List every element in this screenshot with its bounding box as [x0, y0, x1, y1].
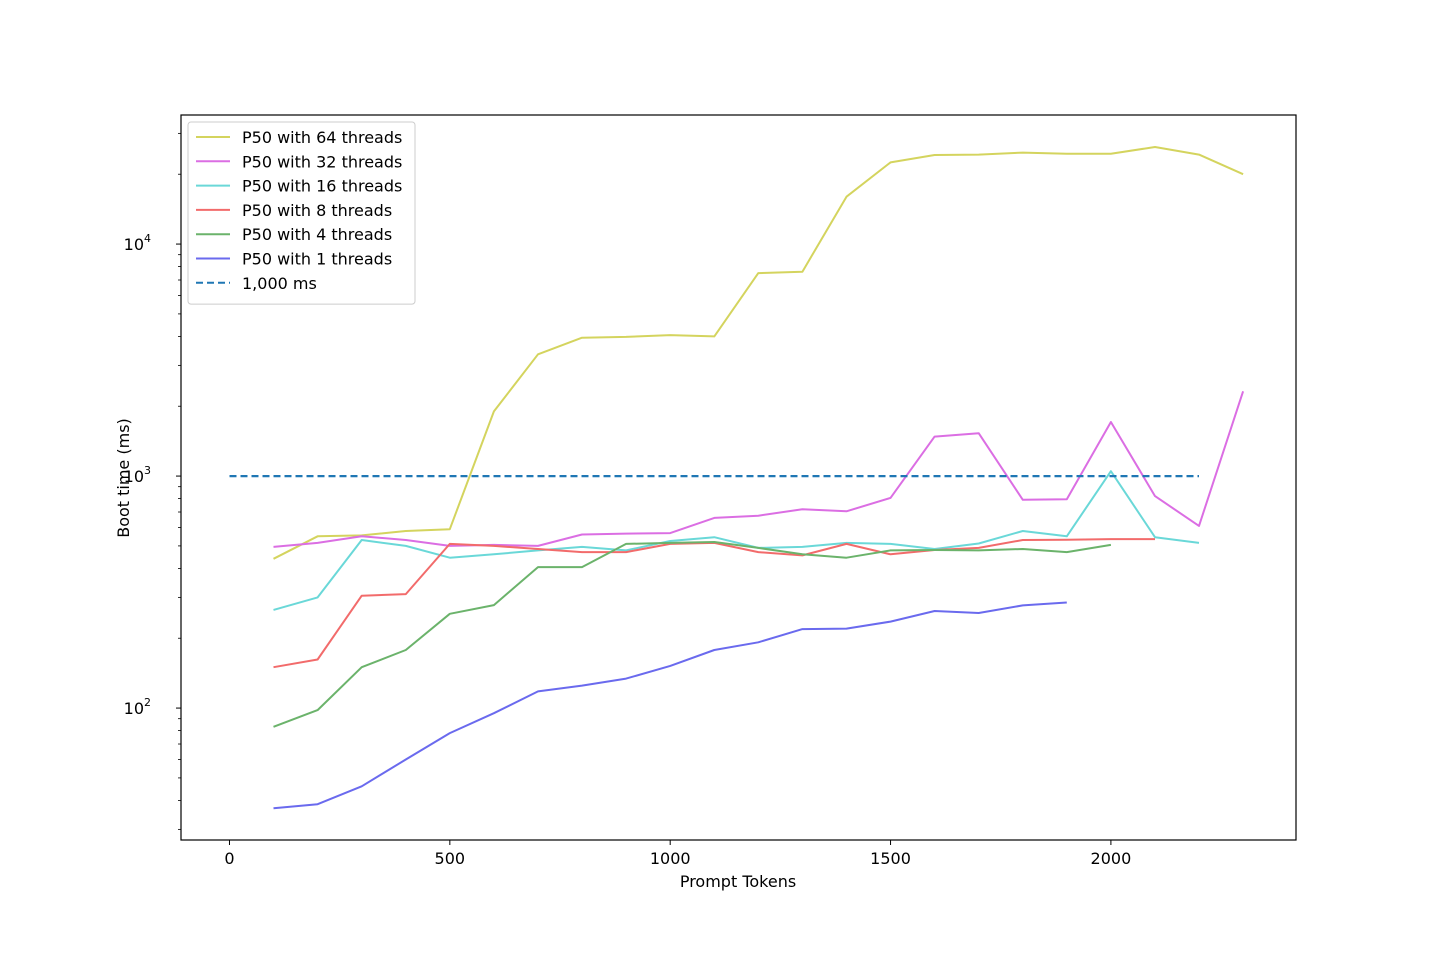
x-axis-label: Prompt Tokens	[680, 872, 796, 891]
x-axis: 0 500 1000 1500 2000	[224, 840, 1131, 868]
y-tick-base: 10	[124, 699, 144, 718]
legend-box	[187, 121, 416, 305]
legend-label: P50 with 4 threads	[242, 225, 392, 244]
y-tick-label: 103	[124, 464, 151, 486]
legend-label: P50 with 32 threads	[242, 152, 402, 171]
legend-label: P50 with 64 threads	[242, 128, 402, 147]
series-line-p50-with-64-threads	[273, 146, 1244, 560]
legend-label: P50 with 8 threads	[242, 201, 392, 220]
legend-label: P50 with 16 threads	[242, 177, 402, 196]
y-axis-label: Boot time (ms)	[114, 418, 133, 538]
series-line-p50-with-4-threads	[273, 541, 1112, 728]
series-line-p50-with-16-threads	[273, 470, 1200, 611]
x-tick-label: 1500	[870, 849, 911, 868]
y-tick-exponent: 3	[144, 464, 151, 477]
y-tick-label: 102	[124, 696, 151, 718]
x-tick-label: 0	[224, 849, 234, 868]
series-layer	[229, 146, 1245, 810]
legend-label: P50 with 1 threads	[242, 250, 392, 269]
x-tick-label: 1000	[650, 849, 691, 868]
x-tick-label: 500	[435, 849, 466, 868]
series-line-p50-with-32-threads	[273, 390, 1245, 548]
y-tick-exponent: 4	[144, 232, 151, 245]
legend-label: 1,000 ms	[242, 274, 317, 293]
y-tick-base: 10	[124, 467, 144, 486]
x-tick-label: 2000	[1091, 849, 1132, 868]
y-tick-label: 104	[124, 232, 151, 254]
legend[interactable]: P50 with 64 threads P50 with 32 threads P5…	[187, 121, 416, 305]
series-line-p50-with-1-threads	[273, 601, 1067, 810]
y-tick-base: 10	[124, 235, 144, 254]
y-tick-exponent: 2	[144, 696, 151, 709]
plot-frame	[180, 114, 1297, 841]
